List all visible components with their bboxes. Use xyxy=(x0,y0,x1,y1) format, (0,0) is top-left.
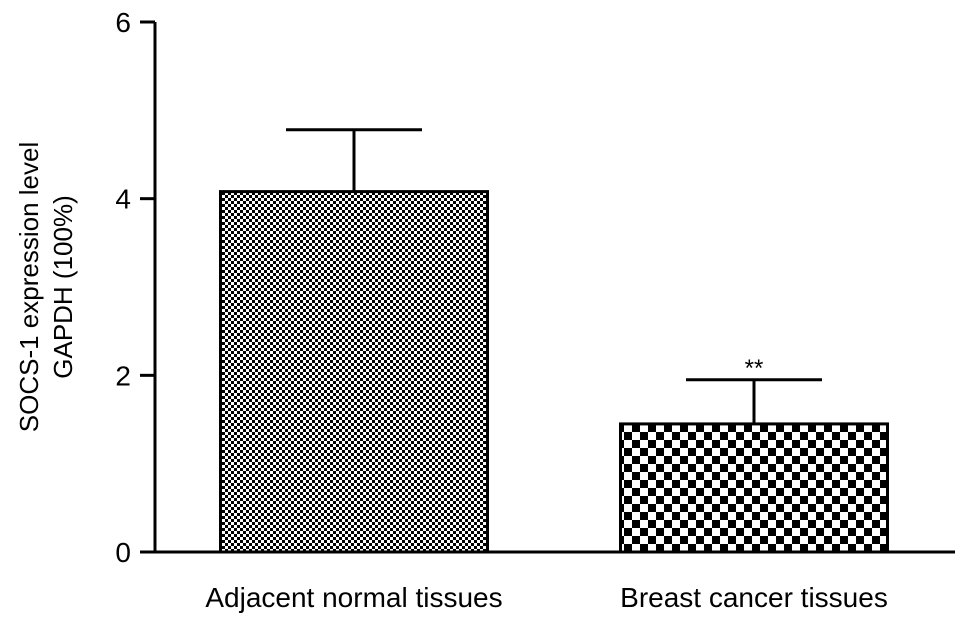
bar xyxy=(619,422,889,554)
x-tick-label: Adjacent normal tissues xyxy=(205,582,502,613)
y-tick-label: 2 xyxy=(115,360,131,391)
x-tick-label: Breast cancer tissues xyxy=(620,582,888,613)
y-tick-label: 0 xyxy=(115,537,131,568)
y-tick-label: 6 xyxy=(115,7,131,38)
y-axis-label: SOCS-1 expression level xyxy=(14,142,44,432)
bar xyxy=(219,190,489,554)
significance-label: ** xyxy=(745,355,764,382)
y-axis-label: GAPDH (100%) xyxy=(48,195,78,379)
y-tick-label: 4 xyxy=(115,184,131,215)
